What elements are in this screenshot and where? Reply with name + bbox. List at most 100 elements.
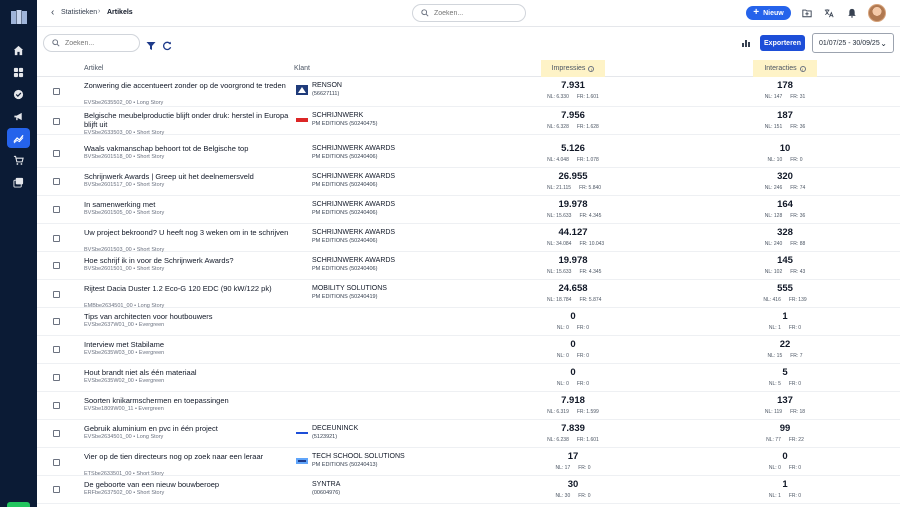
- table-row[interactable]: Gebruik aluminium en pvc in één project E…: [37, 420, 900, 448]
- info-icon[interactable]: i: [799, 65, 806, 72]
- article-subtitle: ETSbe2633501_00 • Short Story: [84, 471, 164, 477]
- table-row[interactable]: Interview met Stabilame EVSbe2635W03_00 •…: [37, 336, 900, 364]
- article-title[interactable]: Rijtest Dacia Duster 1.2 Eco-G 120 EDC (…: [84, 284, 272, 293]
- article-title[interactable]: Tips van architecten voor houtbouwers: [84, 312, 213, 321]
- bell-icon[interactable]: [846, 7, 858, 19]
- impressions-cell: 7.839 NL: 6.238 FR: 1.601: [543, 420, 603, 443]
- column-header-impressies[interactable]: Impressies i: [541, 60, 605, 77]
- impressions-cell: 30 NL: 30 FR: 0: [543, 476, 603, 499]
- column-header-artikel[interactable]: Artikel: [84, 65, 104, 72]
- article-subtitle: EVSbe2633503_00 • Short Story: [84, 130, 165, 136]
- column-header-interacties-label: Interacties: [764, 65, 797, 72]
- client-subtitle: (5123921): [312, 434, 338, 440]
- breadcrumb-parent[interactable]: Statistieken: [61, 9, 98, 16]
- avatar[interactable]: [868, 4, 886, 22]
- client-subtitle: PM EDITIONS (50240419): [312, 294, 378, 300]
- statistics-icon[interactable]: [7, 128, 30, 148]
- table-row[interactable]: Belgische meubelproductie blijft onder d…: [37, 107, 900, 136]
- row-checkbox[interactable]: [53, 291, 60, 298]
- table-row[interactable]: Soorten knikarmschermen en toepassingen E…: [37, 392, 900, 420]
- interactions-cell: 5 NL: 5 FR: 0: [755, 364, 815, 387]
- filter-icon[interactable]: [146, 38, 156, 50]
- table-row[interactable]: Tips van architecten voor houtbouwers EVS…: [37, 308, 900, 336]
- article-title[interactable]: Hoe schrijf ik in voor de Schrijnwerk Aw…: [84, 256, 234, 265]
- article-title[interactable]: Uw project bekroond? U heeft nog 3 weken…: [84, 228, 289, 237]
- global-search-input[interactable]: [434, 9, 524, 17]
- article-title[interactable]: Interview met Stabilame: [84, 340, 165, 349]
- article-title[interactable]: Soorten knikarmschermen en toepassingen: [84, 396, 229, 405]
- interactions-cell: 178 NL: 147 FR: 31: [755, 77, 815, 100]
- new-button[interactable]: + Nieuw: [746, 6, 791, 20]
- table-row[interactable]: Uw project bekroond? U heeft nog 3 weken…: [37, 224, 900, 253]
- gallery-icon[interactable]: [7, 172, 30, 192]
- impressions-total: 0: [570, 339, 576, 350]
- table-search-input[interactable]: [65, 39, 135, 47]
- impressions-total: 5.126: [561, 143, 585, 154]
- article-title[interactable]: In samenwerking met: [84, 200, 156, 209]
- megaphone-icon[interactable]: [7, 106, 30, 126]
- column-header-interacties[interactable]: Interacties i: [753, 60, 817, 77]
- row-checkbox[interactable]: [53, 402, 60, 409]
- export-button[interactable]: Exporteren: [760, 35, 805, 51]
- article-title[interactable]: Waals vakmanschap behoort tot de Belgisc…: [84, 144, 249, 153]
- interactions-total: 555: [777, 283, 793, 294]
- impressions-total: 44.127: [558, 227, 588, 238]
- article-title[interactable]: Belgische meubelproductie blijft onder d…: [84, 111, 289, 129]
- interactions-nl: NL: 1: [768, 325, 781, 331]
- home-icon[interactable]: [7, 40, 30, 60]
- folder-add-icon[interactable]: [801, 7, 813, 19]
- row-checkbox[interactable]: [53, 235, 60, 242]
- table-row[interactable]: Hoe schrijf ik in voor de Schrijnwerk Aw…: [37, 252, 900, 280]
- row-checkbox[interactable]: [53, 262, 60, 269]
- app-logo-icon[interactable]: [10, 9, 28, 25]
- row-checkbox[interactable]: [53, 318, 60, 325]
- date-range-value: 01/07/25 - 30/09/25: [819, 39, 880, 47]
- interactions-nl: NL: 1: [768, 493, 781, 499]
- impressions-fr: FR: 0: [576, 381, 590, 387]
- cart-icon[interactable]: [7, 150, 30, 170]
- row-checkbox[interactable]: [53, 88, 60, 95]
- impressions-cell: 0 NL: 0 FR: 0: [543, 308, 603, 331]
- info-icon[interactable]: i: [588, 65, 595, 72]
- row-checkbox[interactable]: [53, 346, 60, 353]
- table-row[interactable]: De geboorte van een nieuw bouwberoep ERFb…: [37, 476, 900, 504]
- table-row[interactable]: Zonwering die accentueert zonder op de v…: [37, 77, 900, 107]
- article-title[interactable]: Zonwering die accentueert zonder op de v…: [84, 81, 286, 90]
- table-row[interactable]: Schrijnwerk Awards | Greep uit het deeln…: [37, 168, 900, 196]
- row-checkbox[interactable]: [53, 430, 60, 437]
- table-row[interactable]: Waals vakmanschap behoort tot de Belgisc…: [37, 140, 900, 168]
- row-checkbox[interactable]: [53, 459, 60, 466]
- table-row[interactable]: In samenwerking met BVSbe2601505_00 • Sho…: [37, 196, 900, 224]
- bar-chart-icon[interactable]: [741, 38, 751, 48]
- article-title[interactable]: Hout brandt niet als één materiaal: [84, 368, 197, 377]
- impressions-fr: FR: 5.840: [579, 185, 602, 191]
- back-chevron-icon[interactable]: ‹: [51, 7, 55, 18]
- table-search[interactable]: [43, 34, 140, 52]
- row-checkbox[interactable]: [53, 118, 60, 125]
- row-checkbox[interactable]: [53, 178, 60, 185]
- interactions-total: 1: [782, 311, 788, 322]
- row-checkbox[interactable]: [53, 150, 60, 157]
- row-checkbox[interactable]: [53, 486, 60, 493]
- date-range-select[interactable]: 01/07/25 - 30/09/25 ⌄: [812, 33, 894, 53]
- impressions-cell: 19.978 NL: 15.633 FR: 4.345: [543, 252, 603, 275]
- article-title[interactable]: De geboorte van een nieuw bouwberoep: [84, 480, 220, 489]
- article-title[interactable]: Vier op de tien directeurs nog op zoek n…: [84, 452, 264, 461]
- article-title[interactable]: Schrijnwerk Awards | Greep uit het deeln…: [84, 172, 254, 181]
- dashboard-icon[interactable]: [7, 62, 30, 82]
- check-circle-icon[interactable]: [7, 84, 30, 104]
- global-search[interactable]: [412, 4, 526, 22]
- interactions-cell: 555 NL: 416 FR: 139: [755, 280, 815, 303]
- impressions-fr: FR: 0: [578, 493, 591, 499]
- article-title[interactable]: Gebruik aluminium en pvc in één project: [84, 424, 218, 433]
- refresh-icon[interactable]: [162, 38, 172, 51]
- article-subtitle: EVSbe1809W00_11 • Evergreen: [84, 406, 164, 412]
- row-checkbox[interactable]: [53, 206, 60, 213]
- table-row[interactable]: Hout brandt niet als één materiaal EVSbe2…: [37, 364, 900, 392]
- table-row[interactable]: Vier op de tien directeurs nog op zoek n…: [37, 448, 900, 477]
- table-row[interactable]: Rijtest Dacia Duster 1.2 Eco-G 120 EDC (…: [37, 280, 900, 309]
- row-checkbox[interactable]: [53, 374, 60, 381]
- column-header-klant[interactable]: Klant: [294, 65, 310, 72]
- translate-icon[interactable]: [823, 7, 835, 19]
- article-subtitle: BVSbe2601505_00 • Short Story: [84, 210, 165, 216]
